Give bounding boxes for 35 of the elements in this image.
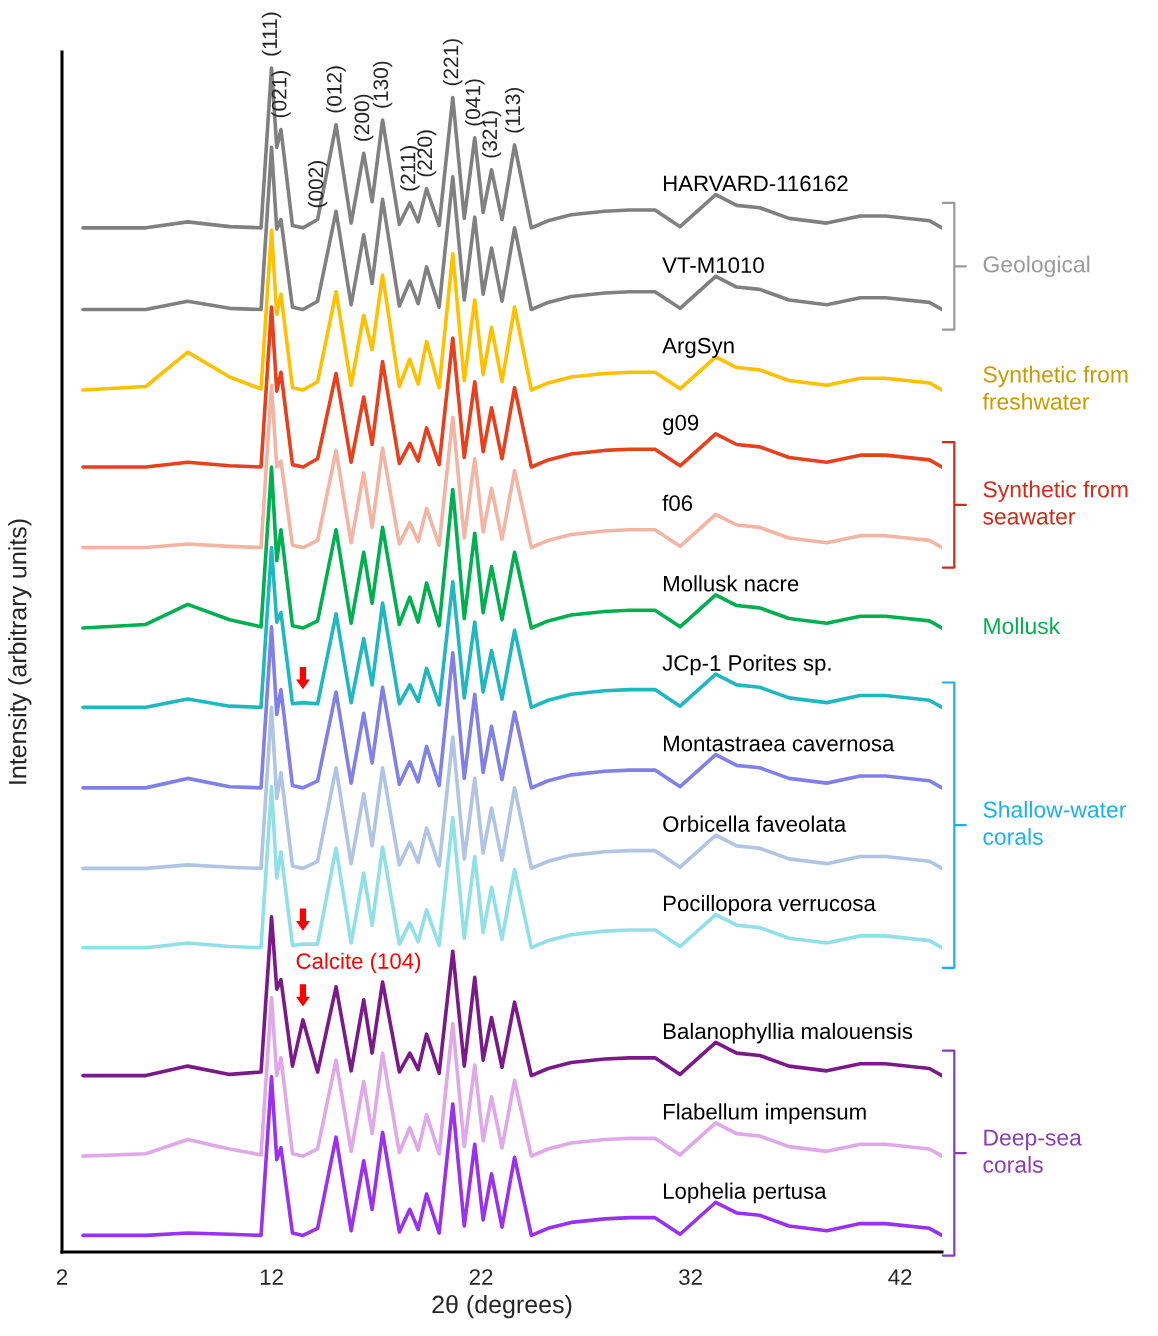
annotation: Calcite (104) [296,952,421,974]
text: Mollusk [984,617,1061,635]
annotation: (113) [504,88,525,133]
x-tick-label: 42 [888,1269,912,1285]
series-label: Mollusk nacre [663,575,799,592]
text: Shallow-water corals [983,800,1127,845]
annotation: (021) [271,71,291,118]
annotation: (012) [326,66,346,113]
annotation: (200) [354,94,374,141]
series-label: Orbicella faveolata [663,815,847,832]
series-label: Balanophyllia malouensis [663,1022,913,1044]
series-label: HARVARD-116162 [663,175,848,192]
annotation: (130) [372,61,393,108]
annotation: (111) [261,12,282,56]
text: Synthetic from freshwater [982,365,1128,410]
x-tick-label: 2 [56,1269,68,1285]
series-label: f06 [662,494,693,512]
series-label: ArgSyn [662,337,734,358]
series-label: Flabellum impensum [663,1103,866,1124]
series-label: Lophelia pertusa [663,1182,827,1204]
x-tick-label: 12 [260,1269,283,1285]
text: Synthetic from seawater [983,480,1128,525]
series-label: VT-M1010 [662,257,764,274]
series-label: JCp-1 Porites sp. [662,654,831,676]
x-tick-label: 32 [679,1269,702,1285]
x-axis-title: 2θ (degrees) [432,1294,572,1319]
y-axis-title: Intensity (arbitrary units) [8,519,32,784]
annotation: (002) [307,161,328,208]
x-tick-label: 22 [469,1269,493,1285]
series-label: Montastraea cavernosa [663,735,895,752]
text: Deep-sea corals [983,1129,1082,1173]
series-label: Pocillopora verrucosa [663,894,876,916]
series-label: g09 [663,414,699,435]
annotation: (221) [443,39,463,86]
text: Geological [983,255,1090,277]
